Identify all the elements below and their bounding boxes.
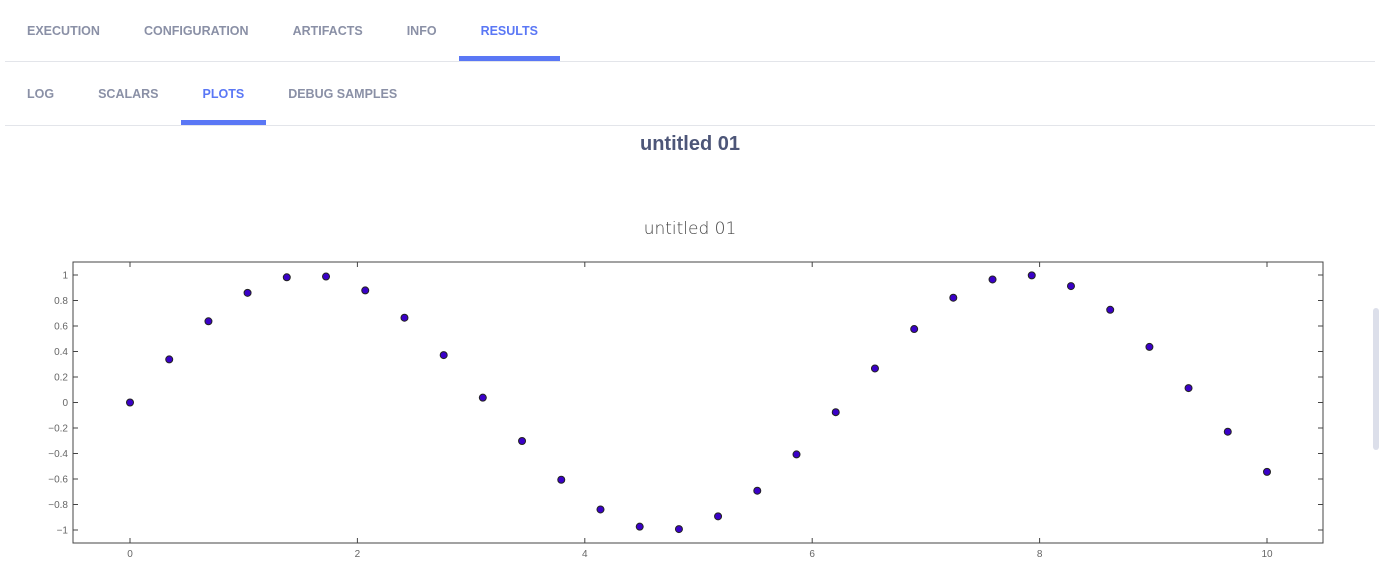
y-tick-label: 1 [62,271,68,282]
data-point [439,351,448,360]
data-point [322,272,331,281]
data-point [1145,342,1154,351]
data-point [518,437,527,446]
y-tick-label: −0.2 [48,424,68,435]
x-tick-label: 2 [355,549,361,560]
subtab-scalars[interactable]: SCALARS [98,86,159,101]
data-point [1106,305,1115,314]
data-point [635,522,644,531]
data-point [870,364,879,373]
data-point [165,355,174,364]
data-point [1184,384,1193,393]
x-tick-label: 10 [1261,549,1273,560]
main-tabs: EXECUTION CONFIGURATION ARTIFACTS INFO R… [5,0,1375,62]
plot-title: untitled 01 [643,219,737,239]
x-tick-label: 8 [1037,549,1043,560]
data-point [753,486,762,495]
data-point [831,408,840,417]
data-point [949,293,958,302]
y-tick-label: −0.8 [48,500,68,511]
plot-frame [72,261,1324,544]
y-tick-label: 0.6 [54,322,68,333]
data-point [478,393,487,402]
data-point [910,325,919,334]
y-tick-label: 0.8 [54,296,68,307]
y-tick-label: −1 [57,526,69,537]
tab-configuration[interactable]: CONFIGURATION [143,23,249,38]
data-point [557,475,566,484]
data-point [792,450,801,459]
data-point [1066,282,1075,291]
x-tick-label: 6 [809,549,815,560]
x-tick-label: 0 [127,549,133,560]
scrollbar[interactable] [1373,308,1379,450]
y-tick-label: 0.4 [54,347,68,358]
data-point [361,286,370,295]
y-tick-label: −0.6 [48,475,68,486]
tab-info[interactable]: INFO [406,23,437,38]
data-point [714,512,723,521]
subtab-plots[interactable]: PLOTS [180,62,267,125]
tab-execution[interactable]: EXECUTION [27,23,100,38]
data-point [243,288,252,297]
section-title: untitled 01 [639,133,740,155]
data-point [596,505,605,514]
data-point [204,317,213,326]
data-point [1263,467,1271,476]
sub-tabs: LOG SCALARS PLOTS DEBUG SAMPLES [5,62,1375,126]
tab-results[interactable]: RESULTS [458,0,561,61]
data-point [126,398,134,407]
data-point [400,313,409,322]
data-point [1223,427,1232,436]
y-tick-label: −0.4 [48,449,68,460]
y-tick-label: 0 [62,398,68,409]
subtab-debug-samples[interactable]: DEBUG SAMPLES [288,86,398,101]
tab-artifacts[interactable]: ARTIFACTS [292,23,363,38]
subtab-log[interactable]: LOG [27,86,55,101]
data-point [988,275,997,284]
data-point [674,525,683,534]
y-tick-label: 0.2 [54,373,68,384]
data-point [282,273,291,282]
data-point [1027,271,1036,280]
x-tick-label: 4 [582,549,588,560]
